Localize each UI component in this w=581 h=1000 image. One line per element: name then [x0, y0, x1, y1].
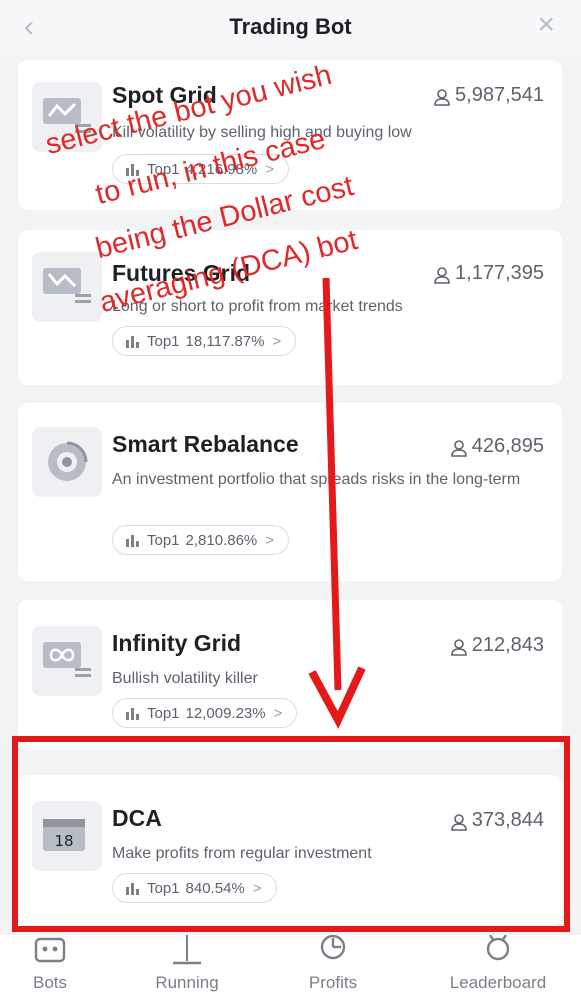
- medal-icon: [486, 935, 510, 961]
- user-count: 5,987,541: [433, 84, 544, 107]
- bar-chart-icon: [126, 164, 139, 176]
- top1-return-button[interactable]: Top1 18,117.87% >: [112, 326, 297, 356]
- bar-chart-icon: [126, 535, 139, 547]
- app-header: ‹ Trading Bot ×: [0, 0, 581, 56]
- bot-card-smart-rebalance[interactable]: Smart Rebalance 426,895 An investment po…: [18, 403, 562, 581]
- chevron-right-icon: >: [265, 531, 275, 549]
- running-icon: [173, 935, 201, 965]
- bot-name: DCA: [112, 805, 162, 831]
- top1-return-button[interactable]: Top1 840.54% >: [112, 873, 277, 903]
- calendar-day-text: 18: [54, 832, 73, 850]
- pie-chart-icon: [320, 935, 346, 960]
- bot-name: Smart Rebalance: [112, 431, 299, 457]
- bot-name: Spot Grid: [112, 82, 217, 108]
- user-icon: [434, 88, 450, 106]
- user-icon: [450, 813, 467, 831]
- tab-profits[interactable]: Profits: [280, 935, 386, 1000]
- chevron-left-icon[interactable]: ‹: [24, 10, 34, 43]
- grid-chart-icon: [32, 82, 102, 152]
- bot-description: Make profits from regular investment: [112, 845, 372, 862]
- tab-running[interactable]: Running: [132, 935, 242, 1000]
- highlight-box: [12, 736, 570, 932]
- top1-return-button[interactable]: Top1 2,810.86% >: [112, 525, 290, 555]
- robot-icon: [34, 937, 66, 963]
- infinity-icon: [32, 626, 102, 696]
- tab-leaderboard[interactable]: Leaderboard: [436, 935, 560, 1000]
- grid-chart-icon: [32, 252, 102, 322]
- bar-chart-icon: [126, 708, 139, 720]
- page-title: Trading Bot: [229, 14, 352, 39]
- user-count: 1,177,395: [433, 262, 544, 285]
- bot-name: Infinity Grid: [112, 630, 242, 656]
- bot-card-infinity-grid[interactable]: Infinity Grid 212,843 Bullish volatility…: [18, 600, 562, 750]
- bar-chart-icon: [126, 883, 139, 895]
- user-count: 373,844: [450, 809, 544, 832]
- bot-card-futures-grid[interactable]: Futures Grid 1,177,395 Long or short to …: [18, 230, 562, 385]
- chevron-right-icon: >: [252, 879, 262, 897]
- chevron-right-icon: >: [265, 160, 275, 178]
- user-icon: [450, 439, 467, 457]
- bottom-tab-bar: Bots Running Profits Leaderboard: [0, 935, 581, 1000]
- bot-description: Bullish volatility killer: [112, 670, 258, 687]
- bot-description: An investment portfolio that spreads ris…: [112, 471, 521, 488]
- rebalance-icon: [32, 427, 102, 497]
- bot-card-dca[interactable]: 18 DCA 373,844 Make profits from regular…: [18, 775, 562, 925]
- bot-name: Futures Grid: [112, 260, 251, 286]
- chevron-right-icon: >: [272, 332, 282, 350]
- user-icon: [434, 266, 450, 284]
- user-count: 212,843: [450, 634, 544, 657]
- bot-card-spot-grid[interactable]: Spot Grid 5,987,541 Kill volatility by s…: [18, 60, 562, 210]
- tab-bots[interactable]: Bots: [0, 935, 100, 1000]
- top1-return-button[interactable]: Top1 12,009.23% >: [112, 698, 298, 728]
- chevron-right-icon: >: [273, 704, 283, 722]
- bar-chart-icon: [126, 336, 139, 348]
- top1-return-button[interactable]: Top1 4,216.98% >: [112, 154, 290, 184]
- user-count: 426,895: [450, 435, 544, 458]
- bot-description: Kill volatility by selling high and buyi…: [112, 124, 412, 141]
- user-icon: [450, 638, 467, 656]
- close-icon[interactable]: ×: [537, 8, 555, 41]
- calendar-icon: 18: [32, 801, 102, 871]
